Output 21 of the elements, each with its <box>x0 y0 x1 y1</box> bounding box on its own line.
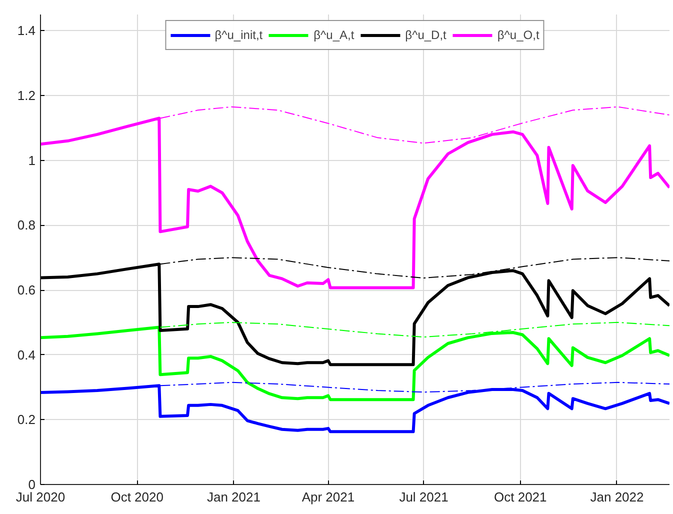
legend-label: β^u_D,t <box>405 28 446 42</box>
y-tick-label: 0 <box>28 477 36 492</box>
x-tick-label: Jul 2021 <box>399 490 448 504</box>
legend-label: β^u_A,t <box>314 28 354 42</box>
y-tick-label: 0.6 <box>17 282 36 298</box>
y-tick-label: 0.4 <box>17 347 36 362</box>
x-tick-label: Oct 2021 <box>494 490 547 504</box>
legend-label: β^u_O,t <box>497 28 540 42</box>
x-tick-label: Jul 2020 <box>16 490 66 504</box>
x-tick-label: Apr 2021 <box>302 490 355 504</box>
y-tick-label: 1.2 <box>17 88 36 104</box>
y-tick-label: 0.2 <box>17 412 36 428</box>
y-tick-label: 1.4 <box>17 23 36 38</box>
y-tick-label: 1 <box>28 152 36 168</box>
line-series <box>40 384 670 434</box>
line-series <box>40 326 670 402</box>
x-tick-label: Jan 2021 <box>206 490 260 504</box>
legend-label: β^u_init,t <box>214 28 263 42</box>
y-tick-label: 0.8 <box>17 218 36 233</box>
x-tick-label: Oct 2020 <box>110 490 164 504</box>
x-tick-label: Jan 2022 <box>590 490 644 504</box>
